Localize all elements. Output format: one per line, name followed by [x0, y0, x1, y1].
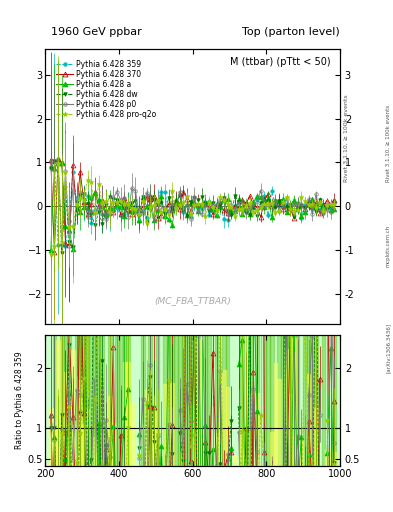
Text: mcplots.cern.ch: mcplots.cern.ch — [386, 225, 391, 267]
Legend: Pythia 6.428 359, Pythia 6.428 370, Pythia 6.428 a, Pythia 6.428 dw, Pythia 6.42: Pythia 6.428 359, Pythia 6.428 370, Pyth… — [55, 58, 157, 121]
Text: M (ttbar) (pTtt < 50): M (ttbar) (pTtt < 50) — [230, 57, 331, 67]
Text: (MC_FBA_TTBAR): (MC_FBA_TTBAR) — [154, 296, 231, 305]
Text: Rivet 3.1.10, ≥ 100k events: Rivet 3.1.10, ≥ 100k events — [386, 105, 391, 182]
Text: [arXiv:1306.3436]: [arXiv:1306.3436] — [386, 323, 391, 373]
Text: Top (parton level): Top (parton level) — [242, 27, 340, 37]
Text: Rivet 3.1.10, ≥ 100k events: Rivet 3.1.10, ≥ 100k events — [344, 94, 349, 182]
Y-axis label: Ratio to Pythia 6.428 359: Ratio to Pythia 6.428 359 — [15, 351, 24, 449]
Text: 1960 GeV ppbar: 1960 GeV ppbar — [51, 27, 142, 37]
